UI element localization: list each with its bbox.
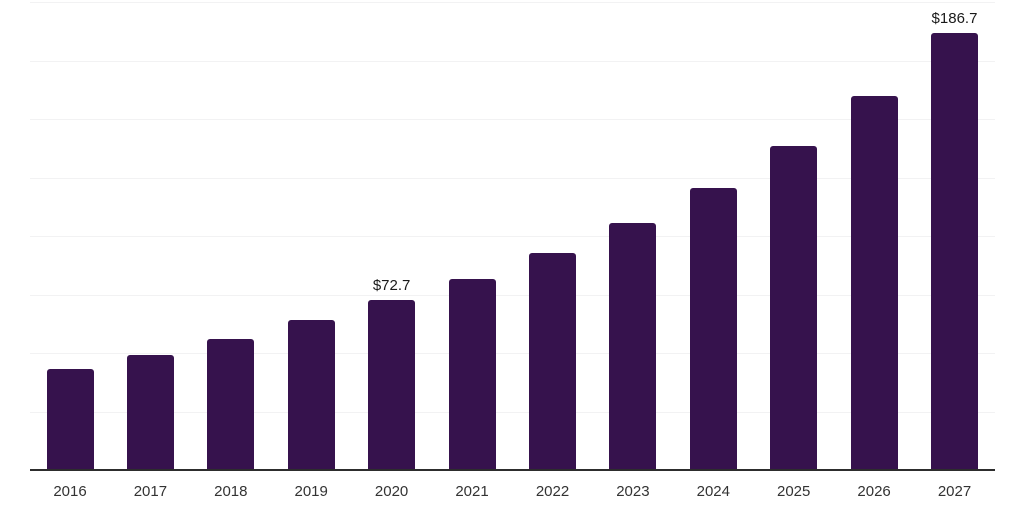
bar-2018 <box>207 338 255 470</box>
x-tick-label-2018: 2018 <box>214 483 248 500</box>
gridline-50 <box>30 353 995 354</box>
bar-2024 <box>689 188 737 470</box>
gridline-150 <box>30 119 995 120</box>
plot-area: 2016 2017 2018 2019 2020 $72.7 2021 2022 2023 202… <box>30 0 995 500</box>
x-tick-label-2019: 2019 <box>294 483 328 500</box>
bar-2027 <box>931 33 978 470</box>
gridline-25 <box>30 411 995 413</box>
bar-2025 <box>770 146 818 470</box>
x-tick-label-2025: 2025 <box>777 483 811 500</box>
x-tick-label-2020: 2020 <box>374 483 409 500</box>
data-label-2020: $72.7 <box>372 276 411 294</box>
data-label-2027: $186.7 <box>931 10 978 28</box>
bar-2016 <box>46 368 94 470</box>
bar-2021 <box>448 279 496 470</box>
bar-2022 <box>529 253 576 470</box>
x-tick-label-2017: 2017 <box>133 483 168 500</box>
x-axis-line <box>30 469 995 471</box>
bar-2019 <box>287 320 335 470</box>
x-tick-label-2021: 2021 <box>455 483 489 500</box>
x-tick-label-2024: 2024 <box>696 483 730 500</box>
x-tick-label-2027: 2027 <box>937 483 972 500</box>
bar-2026 <box>850 96 898 470</box>
x-tick-label-2022: 2022 <box>535 483 570 500</box>
x-tick-label-2026: 2026 <box>857 483 891 500</box>
bar-2023 <box>609 223 657 470</box>
gridline-75 <box>30 294 995 296</box>
bar-2020 <box>368 299 416 470</box>
x-tick-label-2023: 2023 <box>616 483 650 500</box>
x-tick-label-2016: 2016 <box>53 483 87 500</box>
gridline-200 <box>30 2 995 3</box>
gridline-100 <box>30 236 995 237</box>
bar-2017 <box>126 355 174 470</box>
gridline-175 <box>30 60 995 62</box>
gridline-125 <box>30 177 995 179</box>
